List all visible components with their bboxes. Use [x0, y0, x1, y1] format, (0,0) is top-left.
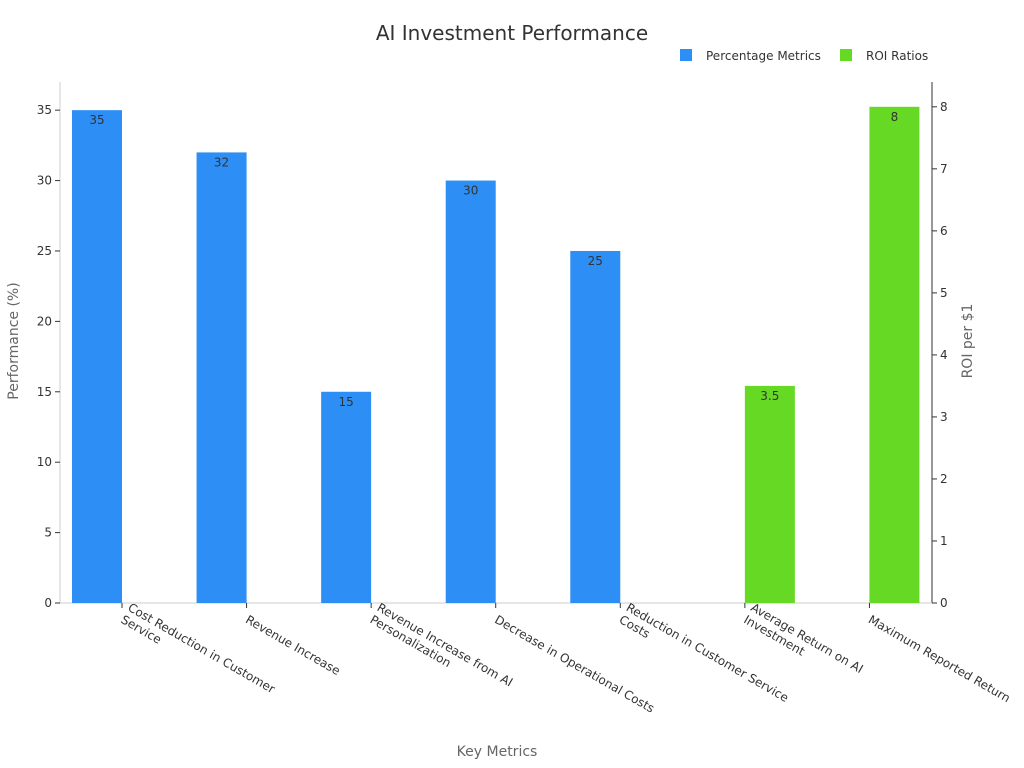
y2-tick-label: 7 — [940, 162, 948, 176]
bar-roi — [744, 385, 795, 603]
y2-tick-label: 6 — [940, 224, 948, 238]
bar-percentage — [196, 152, 247, 604]
y-tick-label: 20 — [37, 314, 52, 328]
bar-roi — [869, 106, 920, 604]
category-label: Revenue Increase — [243, 612, 343, 678]
y-tick-label: 15 — [37, 385, 52, 399]
legend-label-roi-ratios: ROI Ratios — [866, 49, 928, 63]
data-label: 3.5 — [760, 389, 779, 403]
y2-axis-title: ROI per $1 — [960, 304, 976, 379]
data-label: 32 — [214, 155, 229, 169]
y-tick-label: 10 — [37, 455, 52, 469]
y2-tick-label: 8 — [940, 100, 948, 114]
bar-percentage — [72, 110, 122, 603]
data-label: 15 — [339, 395, 354, 409]
data-labels: 35 32 15 30 25 3.5 8 — [89, 110, 898, 409]
chart-title: AI Investment Performance — [376, 21, 648, 45]
data-label: 8 — [891, 110, 899, 124]
y2-tick-label: 4 — [940, 348, 948, 362]
y2-tick-label: 3 — [940, 410, 948, 424]
y-tick-label: 0 — [44, 596, 52, 610]
y2-tick-label: 1 — [940, 534, 948, 548]
legend-swatch-roi-ratios — [840, 49, 852, 61]
legend-label-percentage-metrics: Percentage Metrics — [706, 49, 821, 63]
bars — [72, 106, 920, 604]
legend: Percentage Metrics ROI Ratios — [680, 49, 928, 63]
data-label: 25 — [588, 254, 603, 268]
category-label: Maximum Reported Return — [866, 612, 1013, 705]
category-label-line: Maximum Reported Return — [866, 612, 1013, 705]
y-axis-title: Performance (%) — [6, 282, 22, 399]
category-label-line: Revenue Increase from AI — [375, 600, 516, 689]
category-label-line: Revenue Increase — [243, 612, 343, 678]
legend-swatch-percentage-metrics — [680, 49, 692, 61]
y-tick-label: 30 — [37, 174, 52, 188]
y2-tick-label: 0 — [940, 596, 948, 610]
y2-tick-label: 5 — [940, 286, 948, 300]
y-tick-label: 35 — [37, 103, 52, 117]
data-label: 35 — [89, 113, 104, 127]
bar-percentage — [570, 250, 621, 604]
y-tick-label: 25 — [37, 244, 52, 258]
bar-percentage — [321, 391, 372, 603]
x-axis-title: Key Metrics — [457, 744, 538, 760]
y2-tick-label: 2 — [940, 472, 948, 486]
bar-percentage — [445, 180, 496, 603]
data-label: 30 — [463, 184, 478, 198]
y-tick-label: 5 — [44, 526, 52, 540]
